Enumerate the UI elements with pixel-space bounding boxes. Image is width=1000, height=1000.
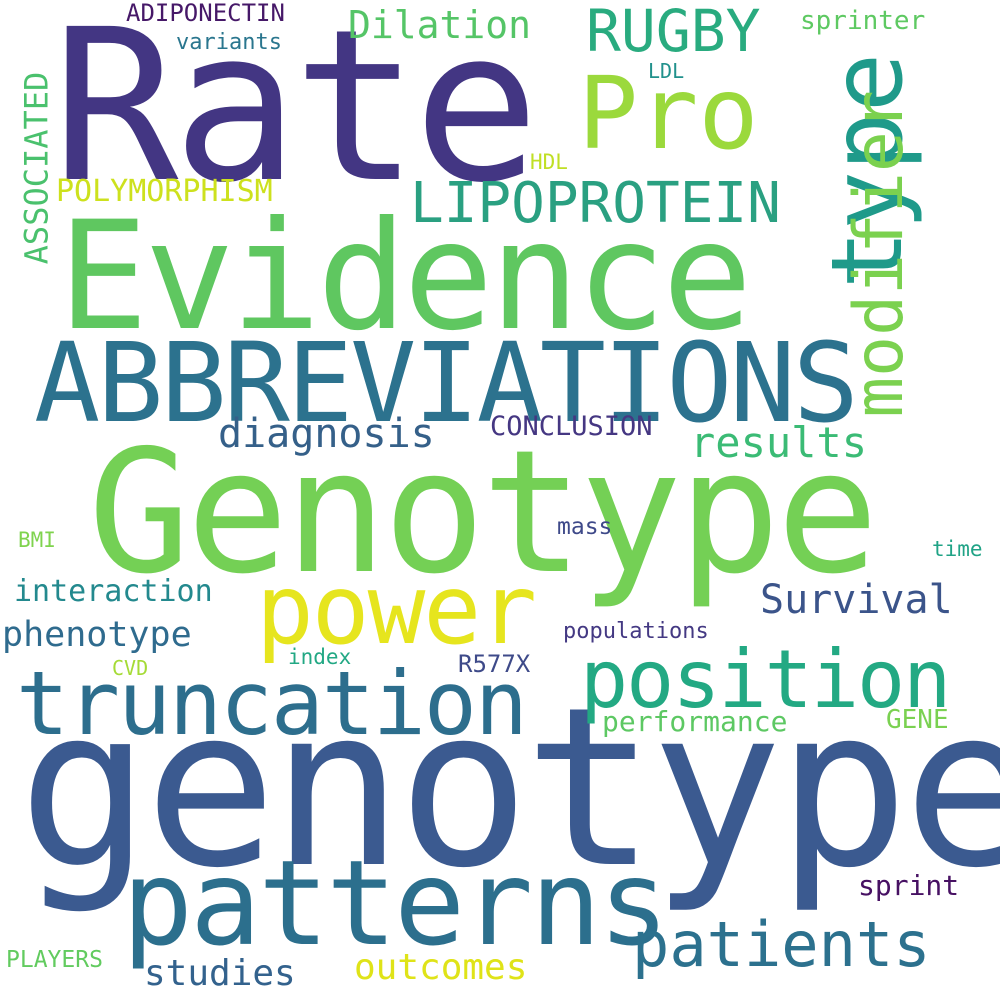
word-populations: populations [563, 619, 709, 644]
word-r577x: R577X [458, 650, 531, 678]
word-associated: ASSOCIATED [17, 71, 56, 265]
word-polymorphism: POLYMORPHISM [56, 174, 273, 209]
word-sprinter: sprinter [800, 6, 926, 36]
word-abbreviations: ABBREVIATIONS [34, 319, 859, 447]
word-power: power [256, 554, 537, 666]
word-studies: studies [144, 953, 296, 994]
word-phenotype: phenotype [2, 615, 192, 655]
word-position: position [580, 633, 951, 726]
word-gene: GENE [886, 705, 949, 735]
word-interaction: interaction [14, 574, 213, 609]
word-conclusion: CONCLUSION [490, 411, 653, 442]
word-genotype-lower: genotype [18, 660, 1000, 916]
word-lipoprotein: LIPOPROTEIN [410, 171, 781, 236]
word-patterns: patterns [122, 834, 669, 972]
word-evidence: Evidence [58, 190, 752, 364]
word-outcomes: outcomes [354, 947, 528, 988]
word-sprint: sprint [858, 869, 960, 902]
word-patients: patients [632, 908, 931, 981]
word-adiponectin: ADIPONECTIN [126, 0, 285, 27]
word-performance: performance [602, 705, 788, 738]
word-dilation: Dilation [348, 3, 532, 47]
word-survival: Survival [760, 577, 953, 623]
word-players: PLAYERS [6, 947, 103, 973]
word-hdl: HDL [530, 150, 568, 174]
word-time: time [932, 537, 983, 561]
word-diagnosis: diagnosis [218, 411, 435, 457]
word-truncation: truncation [16, 652, 528, 755]
word-bmi: BMI [18, 528, 56, 552]
word-rugby: RUGBY [586, 0, 761, 65]
word-modifier: modifier [839, 90, 919, 418]
word-cvd: CVD [112, 656, 149, 680]
word-results: results [690, 418, 868, 467]
word-ldl: LDL [648, 59, 685, 83]
word-genotype-upper: Genotype [88, 414, 879, 612]
word-pro: Pro [578, 55, 759, 172]
word-variants: variants [176, 30, 282, 55]
word-rate: Rate [52, 0, 540, 229]
word-index: index [288, 645, 352, 669]
word-mass: mass [557, 514, 613, 540]
